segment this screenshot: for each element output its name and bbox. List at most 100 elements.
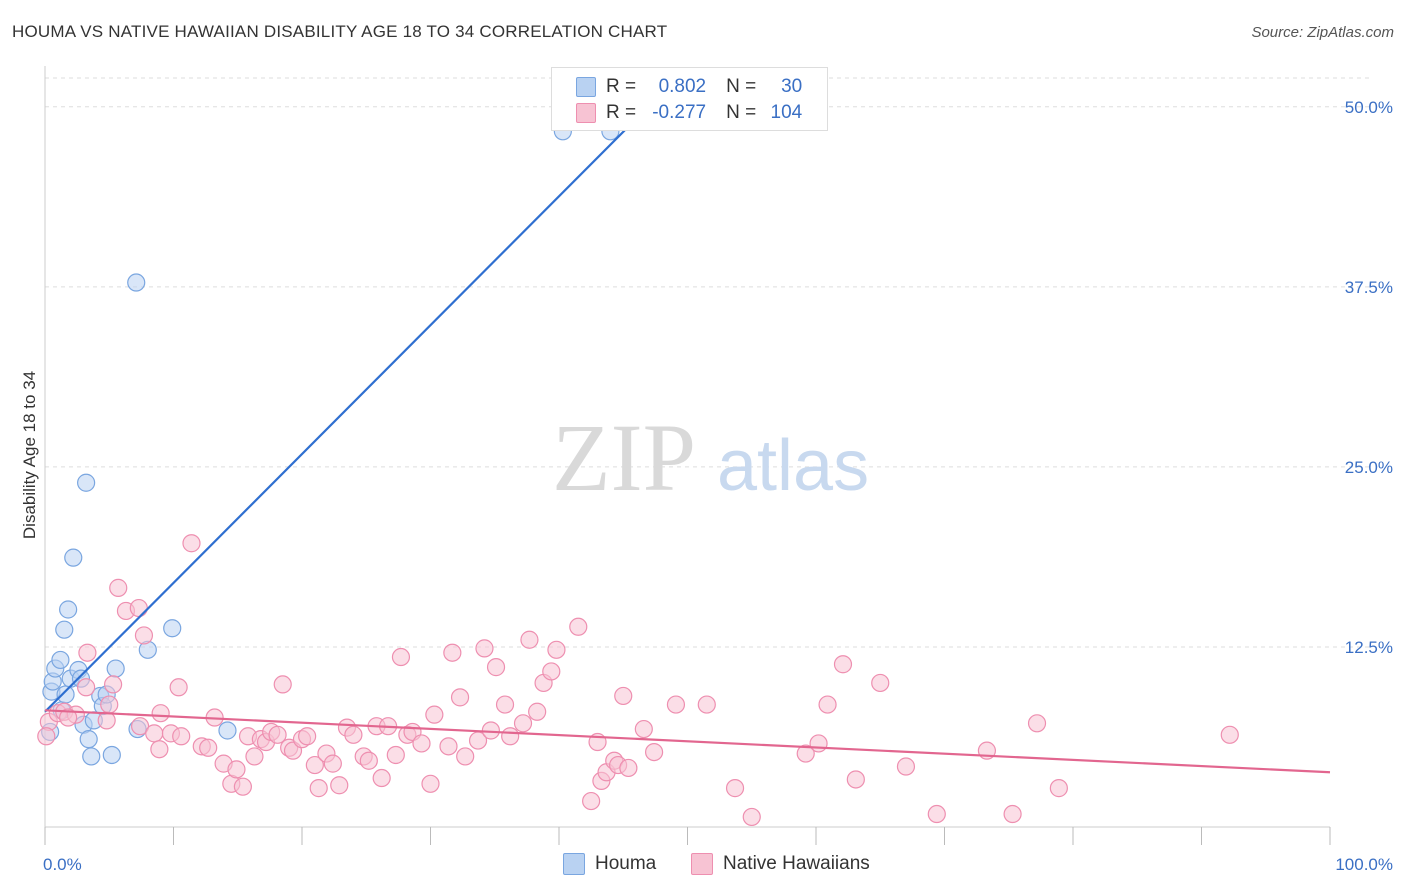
data-point-houma xyxy=(64,548,83,567)
data-point-hawaiian xyxy=(486,658,506,677)
data-point-hawaiian xyxy=(450,688,470,707)
data-point-hawaiian xyxy=(809,734,828,753)
trend-line-houma xyxy=(44,98,657,713)
data-point-hawaiian xyxy=(846,770,865,789)
data-point-houma xyxy=(79,730,98,749)
data-point-hawaiian xyxy=(495,695,515,714)
data-point-hawaiian xyxy=(169,678,188,697)
data-point-hawaiian xyxy=(100,695,119,714)
data-point-hawaiian xyxy=(582,791,601,811)
data-point-hawaiian xyxy=(323,754,342,773)
data-point-hawaiian xyxy=(172,727,191,746)
data-point-hawaiian xyxy=(896,757,916,776)
data-point-houma xyxy=(163,619,182,638)
data-point-hawaiian xyxy=(77,678,96,697)
bottom-legend-label-houma: Houma xyxy=(595,853,657,874)
data-point-hawaiian xyxy=(391,647,411,667)
data-point-hawaiian xyxy=(1049,779,1068,798)
watermark-zip: ZIP xyxy=(552,404,696,511)
data-point-houma xyxy=(82,747,101,766)
bottom-legend-swatch-hawaiian xyxy=(691,853,713,875)
legend-row-hawaiian: R = -0.277 N = 104 xyxy=(576,101,802,125)
legend-r-value-houma: 0.802 xyxy=(658,76,707,97)
data-point-hawaiian xyxy=(871,673,890,693)
data-point-hawaiian xyxy=(421,774,440,793)
legend-row-houma: R = 0.802 N = 30 xyxy=(576,75,802,99)
x-tick-label: 0.0% xyxy=(43,855,82,874)
legend-n-value-houma: 30 xyxy=(781,76,803,97)
data-point-hawaiian xyxy=(412,734,431,753)
data-point-hawaiian xyxy=(245,747,264,766)
data-point-hawaiian xyxy=(130,717,150,736)
y-tick-label: 50.0% xyxy=(1345,98,1393,117)
data-point-houma xyxy=(106,659,125,678)
grid-layer xyxy=(45,77,1372,648)
data-point-hawaiian xyxy=(78,643,97,662)
bottom-legend-hawaiian: Native Hawaiians xyxy=(691,851,870,877)
points-layer xyxy=(37,122,1239,827)
data-point-hawaiian xyxy=(614,686,633,706)
legend-r-label: R = xyxy=(606,102,637,123)
data-point-hawaiian xyxy=(542,662,561,681)
data-point-hawaiian xyxy=(109,578,128,597)
axis-layer xyxy=(44,66,1331,845)
x-tick-label: 100.0% xyxy=(1335,855,1393,874)
legend-r-value-hawaiian: -0.277 xyxy=(652,102,707,123)
data-point-hawaiian xyxy=(150,740,169,759)
legend-n-label: N = xyxy=(726,76,757,97)
data-point-hawaiian xyxy=(1027,714,1047,733)
data-point-hawaiian xyxy=(129,598,148,618)
data-point-hawaiian xyxy=(330,776,349,795)
bottom-legend-label-hawaiian: Native Hawaiians xyxy=(723,853,870,874)
data-point-hawaiian xyxy=(443,643,462,662)
data-point-hawaiian xyxy=(199,738,218,757)
legend-n-value-hawaiian: 104 xyxy=(770,102,803,123)
y-tick-label: 25.0% xyxy=(1345,458,1393,477)
trend-line-hawaiian xyxy=(44,709,1331,774)
data-point-hawaiian xyxy=(796,744,815,763)
data-point-hawaiian xyxy=(1003,804,1022,824)
data-point-hawaiian xyxy=(725,779,745,798)
data-point-hawaiian xyxy=(233,777,252,796)
data-point-hawaiian xyxy=(273,675,292,694)
watermark-atlas: atlas xyxy=(717,426,869,506)
data-point-hawaiian xyxy=(372,768,391,788)
data-point-hawaiian xyxy=(528,702,547,721)
data-point-hawaiian xyxy=(501,727,520,746)
data-point-hawaiian xyxy=(305,755,324,775)
data-point-hawaiian xyxy=(833,655,853,674)
data-point-hawaiian xyxy=(227,760,246,779)
data-point-houma xyxy=(55,620,74,639)
data-point-hawaiian xyxy=(359,751,378,770)
data-point-hawaiian xyxy=(818,695,837,714)
data-point-hawaiian xyxy=(134,626,154,645)
data-point-houma xyxy=(51,650,70,670)
data-point-houma xyxy=(102,745,121,765)
data-point-hawaiian xyxy=(619,758,638,778)
data-point-hawaiian xyxy=(344,725,363,744)
y-axis-label: Disability Age 18 to 34 xyxy=(20,370,39,540)
data-point-hawaiian xyxy=(697,695,716,714)
data-point-hawaiian xyxy=(439,737,458,756)
data-point-hawaiian xyxy=(386,745,405,765)
watermark: ZIP atlas xyxy=(552,404,869,511)
bottom-legend-swatch-houma xyxy=(563,853,585,875)
legend-n-label: N = xyxy=(726,102,757,123)
data-point-hawaiian xyxy=(104,675,123,694)
data-point-hawaiian xyxy=(37,727,56,746)
data-point-hawaiian xyxy=(475,639,494,658)
data-point-hawaiian xyxy=(1220,725,1239,744)
data-point-hawaiian xyxy=(59,708,78,727)
data-point-hawaiian xyxy=(666,695,686,714)
legend-r-label: R = xyxy=(606,76,637,97)
data-point-hawaiian xyxy=(927,804,946,824)
legend-swatch-houma xyxy=(576,77,596,97)
data-point-houma xyxy=(127,273,146,292)
tick-labels: 12.5% 25.0% 37.5% 50.0% 0.0% 100.0% xyxy=(43,98,1393,874)
trend-layer xyxy=(44,98,1331,774)
source-label: Source: ZipAtlas.com xyxy=(1251,24,1394,41)
legend-swatch-hawaiian xyxy=(576,103,596,123)
data-point-hawaiian xyxy=(309,779,328,798)
data-point-hawaiian xyxy=(520,630,539,649)
